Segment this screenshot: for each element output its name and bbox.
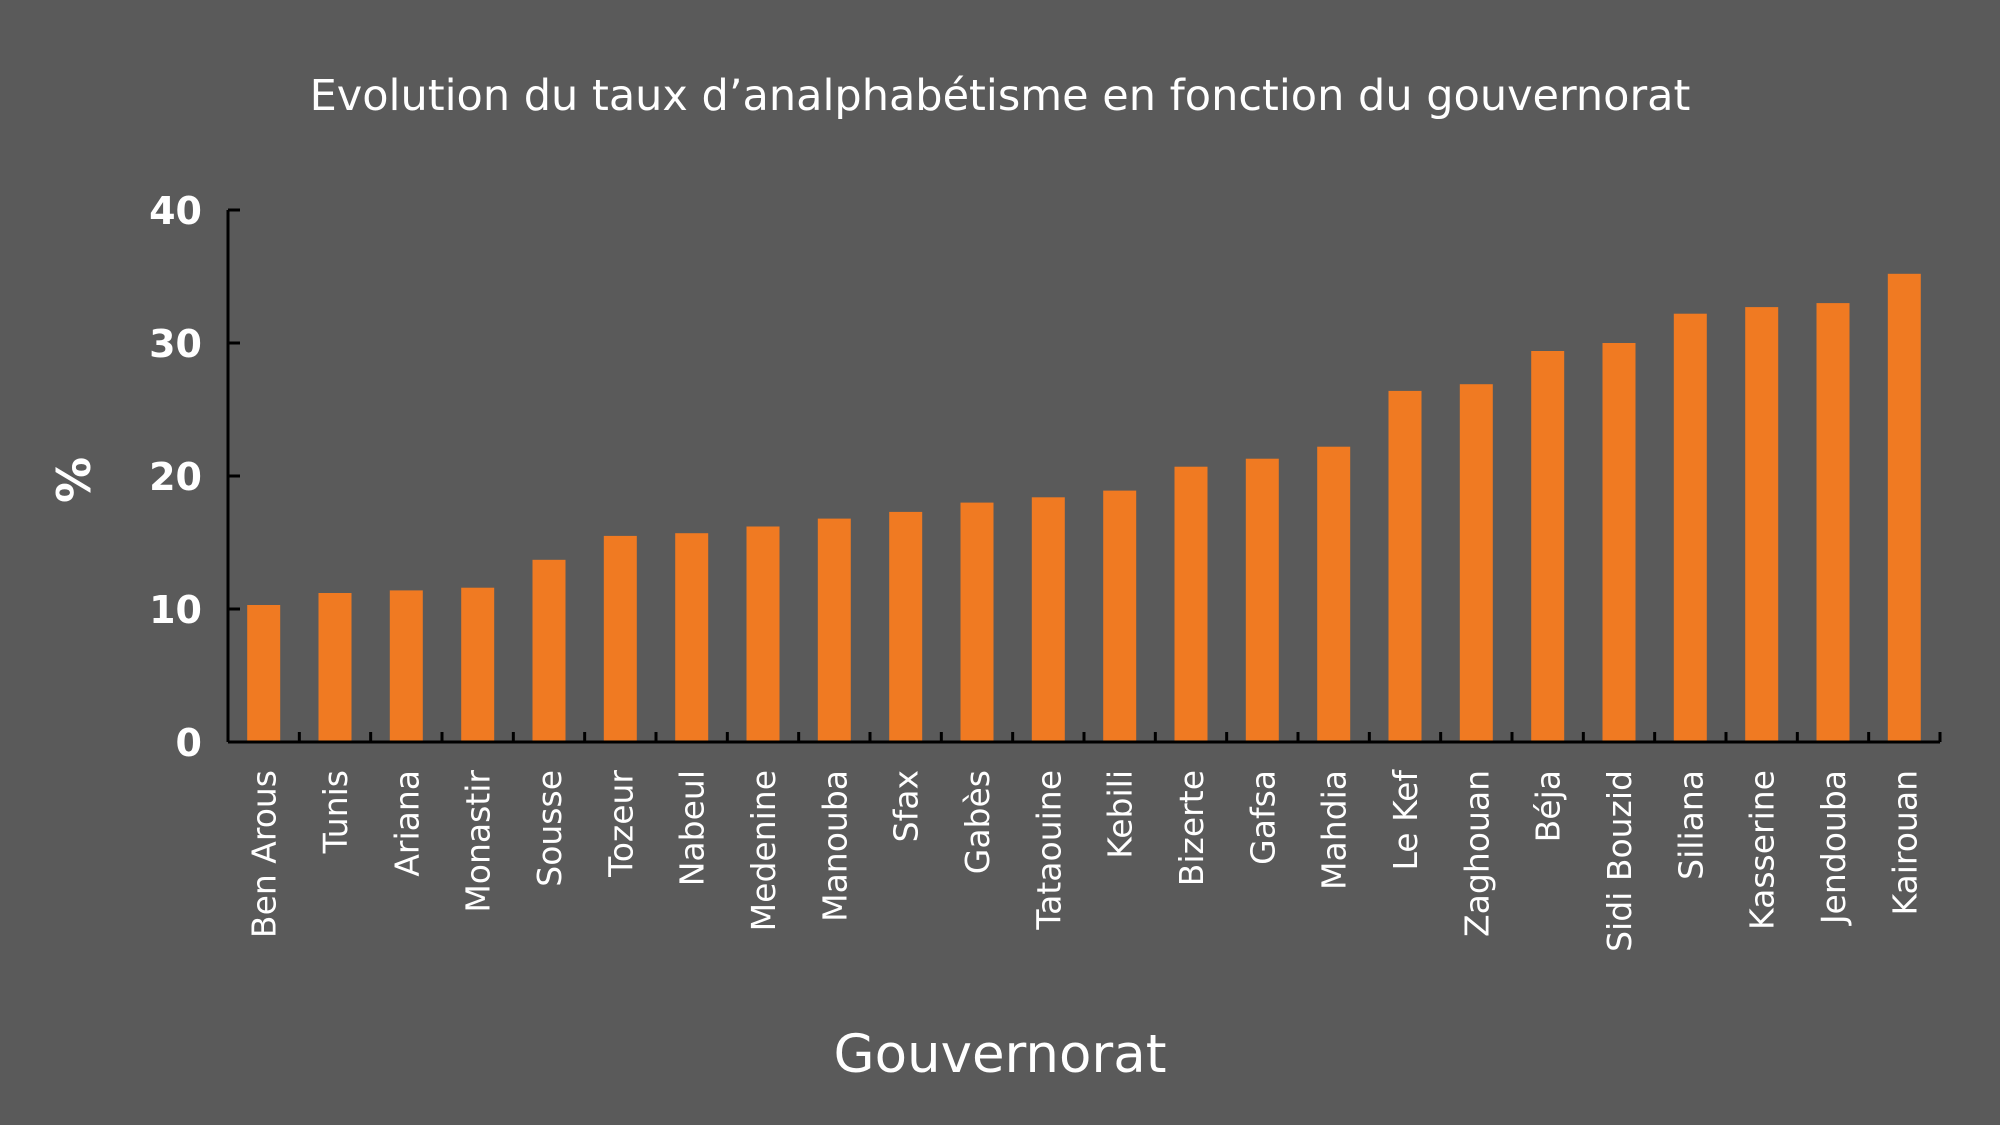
x-tick-label-23: Kairouan	[1885, 770, 1924, 916]
bar-22	[1816, 303, 1850, 742]
x-tick-label-17: Zaghouan	[1457, 770, 1496, 937]
x-tick-label-5: Tozeur	[601, 770, 640, 878]
bar-12	[1103, 490, 1137, 742]
x-tick-label-9: Sfax	[887, 770, 926, 842]
x-tick-label-1: Tunis	[316, 770, 355, 854]
y-tick-label-2: 20	[149, 455, 202, 499]
bar-7	[746, 526, 780, 742]
bar-9	[889, 511, 923, 742]
bar-5	[603, 535, 637, 742]
x-tick-label-19: Sidi Bouzid	[1600, 770, 1639, 952]
x-tick-label-7: Medenine	[744, 770, 783, 931]
x-tick-label-21: Kasserine	[1743, 770, 1782, 930]
x-tick-label-12: Kebili	[1101, 770, 1140, 859]
bar-15	[1317, 446, 1351, 742]
y-tick-label-0: 0	[176, 721, 202, 765]
bar-13	[1174, 466, 1208, 742]
y-tick-label-4: 40	[149, 189, 202, 233]
bar-19	[1602, 343, 1636, 742]
x-tick-label-3: Monastir	[459, 770, 498, 913]
x-tick-label-0: Ben Arous	[245, 770, 284, 938]
bar-11	[1031, 497, 1065, 742]
bar-23	[1887, 273, 1921, 742]
bar-10	[960, 502, 994, 742]
bar-16	[1388, 390, 1422, 742]
bar-6	[675, 533, 709, 742]
y-ticks-group: 0 10 20 30 40	[149, 189, 240, 765]
x-tick-label-18: Béja	[1529, 770, 1568, 842]
x-tick-label-2: Ariana	[387, 770, 426, 877]
x-tick-label-13: Bizerte	[1172, 770, 1211, 886]
bar-3	[461, 587, 495, 742]
bar-4	[532, 559, 566, 742]
x-tick-label-8: Manouba	[815, 770, 854, 922]
bar-18	[1531, 351, 1565, 742]
x-tick-label-20: Siliana	[1671, 770, 1710, 880]
chart-title: Evolution du taux d’analphabétisme en fo…	[310, 71, 1691, 121]
x-tick-label-10: Gabès	[958, 770, 997, 874]
x-tick-label-11: Tataouine	[1029, 770, 1068, 931]
x-tick-label-15: Mahdia	[1315, 770, 1354, 890]
y-tick-label-3: 30	[149, 322, 202, 366]
x-tick-label-4: Sousse	[530, 770, 569, 887]
bar-1	[318, 593, 352, 742]
bar-8	[817, 518, 851, 742]
x-tick-label-14: Gafsa	[1243, 770, 1282, 865]
x-ticks-group: Ben Arous Tunis Ariana Monastir Sousse Tozeur…	[226, 732, 1942, 952]
bar-17	[1459, 384, 1493, 742]
x-tick-label-22: Jendouba	[1814, 770, 1853, 926]
bar-20	[1673, 313, 1707, 742]
y-tick-label-1: 10	[149, 588, 202, 632]
bars-group	[247, 273, 1921, 742]
bar-14	[1245, 458, 1279, 742]
y-axis-label: %	[47, 457, 101, 503]
bar-2	[389, 590, 423, 742]
x-tick-label-6: Nabeul	[673, 770, 712, 886]
bar-21	[1745, 307, 1779, 742]
bar-0	[247, 605, 281, 742]
x-tick-label-16: Le Kef	[1386, 769, 1425, 871]
x-axis-label: Gouvernorat	[834, 1024, 1167, 1085]
